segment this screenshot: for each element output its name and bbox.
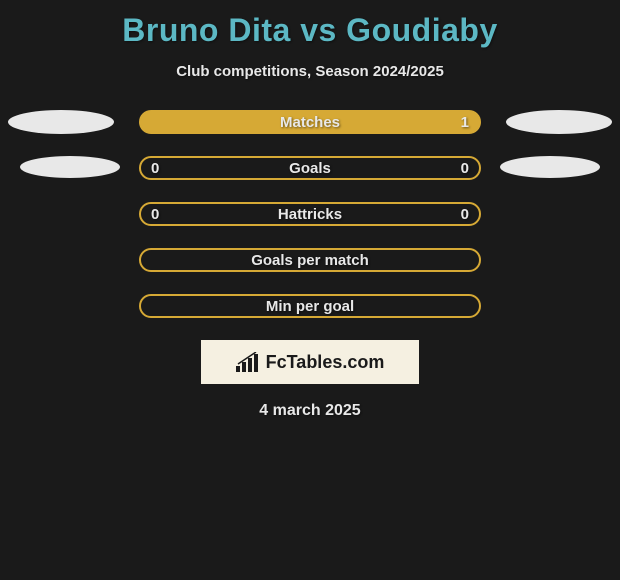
stat-label: Goals — [289, 160, 331, 177]
date-label: 4 march 2025 — [0, 402, 620, 420]
stat-row: 0 Goals 0 — [0, 156, 620, 180]
brand-logo: FcTables.com — [201, 340, 419, 384]
stat-label: Goals per match — [251, 252, 369, 269]
stat-bar: 0 Hattricks 0 — [139, 202, 481, 226]
stat-bar: Matches 1 — [139, 110, 481, 134]
stat-row: Matches 1 — [0, 110, 620, 134]
stat-label: Hattricks — [278, 206, 342, 223]
stat-bar: 0 Goals 0 — [139, 156, 481, 180]
stat-value-right: 1 — [461, 114, 469, 131]
stat-row: 0 Hattricks 0 — [0, 202, 620, 226]
chart-icon — [236, 352, 260, 372]
stat-value-right: 0 — [461, 206, 469, 223]
stat-value-left: 0 — [151, 206, 159, 223]
stat-label: Matches — [280, 114, 340, 131]
stats-container: Matches 1 0 Goals 0 0 Hattricks 0 Goals per matc… — [0, 110, 620, 420]
stat-row: Goals per match — [0, 248, 620, 272]
stat-bar: Goals per match — [139, 248, 481, 272]
stat-value-right: 0 — [461, 160, 469, 177]
subtitle: Club competitions, Season 2024/2025 — [0, 63, 620, 80]
stat-row: Min per goal — [0, 294, 620, 318]
stat-label: Min per goal — [266, 298, 354, 315]
page-title: Bruno Dita vs Goudiaby — [0, 0, 620, 49]
stat-value-left: 0 — [151, 160, 159, 177]
stat-bar: Min per goal — [139, 294, 481, 318]
brand-text: FcTables.com — [266, 352, 385, 373]
